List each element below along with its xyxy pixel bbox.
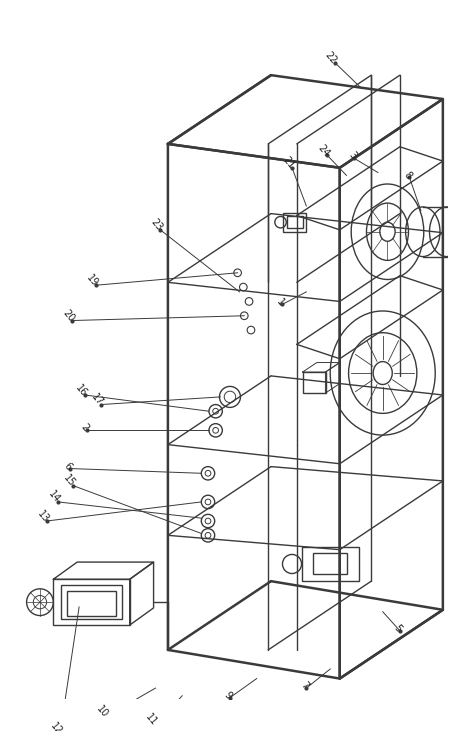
Text: 17: 17 xyxy=(89,392,105,408)
Text: 12: 12 xyxy=(48,721,64,731)
Text: 8: 8 xyxy=(402,170,413,181)
Text: 7: 7 xyxy=(299,680,310,692)
Text: 23: 23 xyxy=(148,217,164,233)
Bar xyxy=(61,585,122,619)
Text: 16: 16 xyxy=(73,382,89,398)
Text: 3: 3 xyxy=(346,151,358,162)
Text: 14: 14 xyxy=(46,489,62,505)
Text: 6: 6 xyxy=(62,461,73,471)
Text: 2: 2 xyxy=(79,423,91,433)
Text: 15: 15 xyxy=(61,473,77,489)
Text: 22: 22 xyxy=(323,50,339,66)
Text: 1: 1 xyxy=(275,296,286,308)
Text: 20: 20 xyxy=(60,308,76,324)
Bar xyxy=(313,553,347,574)
Text: 13: 13 xyxy=(35,509,50,524)
Text: 24: 24 xyxy=(316,143,331,159)
Bar xyxy=(301,547,359,581)
Text: 11: 11 xyxy=(144,712,159,727)
Bar xyxy=(284,213,306,232)
Bar xyxy=(53,579,130,625)
Bar xyxy=(287,216,303,228)
Text: 19: 19 xyxy=(85,273,100,289)
Bar xyxy=(67,591,116,616)
Text: 10: 10 xyxy=(94,704,109,720)
Bar xyxy=(303,372,327,393)
Text: 5: 5 xyxy=(392,623,403,634)
Text: 9: 9 xyxy=(222,690,234,701)
Text: 21: 21 xyxy=(280,155,296,171)
